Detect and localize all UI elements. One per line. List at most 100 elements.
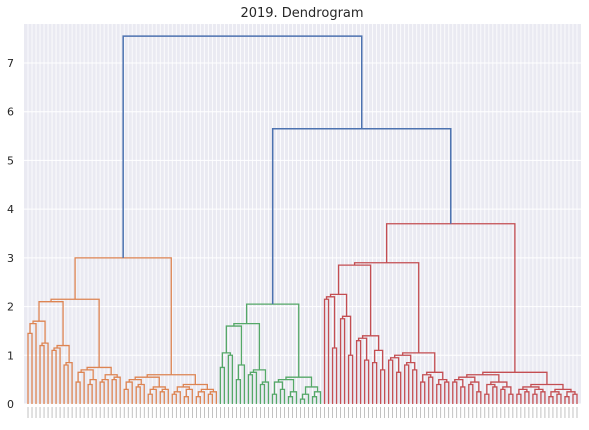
- y-axis-ticks: 0 1 2 3 4 5 6 7: [7, 57, 14, 411]
- dendrogram-link: [183, 396, 189, 404]
- dendrogram-top-link: [271, 127, 452, 305]
- dendrogram-link: [51, 349, 57, 404]
- dendrogram-link: [534, 388, 544, 395]
- dendrogram-link: [237, 364, 246, 404]
- dendrogram-link: [313, 391, 322, 404]
- y-tick-label: 0: [7, 398, 14, 411]
- dendrogram-link: [233, 322, 261, 370]
- dendrogram-link: [111, 378, 117, 404]
- dendrogram-link: [337, 264, 372, 336]
- dendrogram-link: [304, 386, 319, 395]
- dendrogram-link: [147, 393, 153, 404]
- dendrogram-link: [548, 396, 554, 404]
- dendrogram-link: [420, 381, 426, 404]
- dendrogram-links: [27, 35, 578, 404]
- dendrogram-link: [65, 361, 73, 404]
- y-tick-label: 3: [7, 252, 14, 265]
- dendrogram-link: [516, 393, 522, 404]
- dendrogram-link: [273, 381, 284, 395]
- dendrogram-link: [550, 391, 560, 397]
- y-tick-label: 1: [7, 349, 14, 362]
- dendrogram-link: [39, 344, 45, 404]
- dendrogram-link: [347, 354, 354, 404]
- y-tick-label: 7: [7, 57, 14, 70]
- dendrogram-link: [363, 359, 370, 404]
- dendrogram-link: [289, 391, 298, 404]
- dendrogram-link: [438, 378, 448, 385]
- y-tick-label: 6: [7, 106, 14, 119]
- dendrogram-link: [207, 393, 213, 404]
- dendrogram-link: [566, 391, 576, 397]
- dendrogram-link: [532, 393, 538, 404]
- dendrogram-link: [502, 386, 512, 395]
- dendrogram-link: [311, 396, 318, 404]
- dendrogram-link: [152, 386, 166, 390]
- dendrogram-link: [171, 393, 177, 404]
- dendrogram-link: [530, 383, 564, 390]
- dendrogram-link: [518, 388, 528, 395]
- dendrogram-link: [200, 388, 214, 392]
- dendrogram-link: [394, 354, 412, 363]
- dendrogram-link: [500, 388, 506, 404]
- dendrogram-link: [524, 391, 530, 404]
- dendrogram-link: [412, 369, 418, 404]
- dendrogram-link: [32, 320, 46, 344]
- dendrogram-link: [508, 393, 514, 404]
- dendrogram-link: [486, 383, 496, 395]
- dendrogram-link: [89, 378, 97, 404]
- leaf-labels: [27, 407, 578, 418]
- dendrogram-link: [75, 381, 81, 404]
- dendrogram-link: [159, 391, 165, 404]
- dendrogram-link: [341, 315, 352, 356]
- dendrogram-link: [249, 371, 258, 404]
- dendrogram-link: [454, 378, 464, 387]
- dendrogram-link: [554, 388, 572, 392]
- dendrogram-link: [261, 381, 270, 404]
- dendrogram-link: [428, 376, 434, 404]
- dendrogram-link: [113, 376, 121, 404]
- dendrogram-link: [279, 388, 286, 404]
- dendrogram-link: [371, 361, 378, 404]
- y-tick-label: 4: [7, 203, 14, 216]
- dendrogram-link: [482, 371, 548, 385]
- dendrogram-link: [388, 359, 394, 404]
- dendrogram-link: [470, 381, 480, 392]
- dendrogram-link: [185, 388, 193, 404]
- dendrogram-link: [329, 293, 348, 317]
- dendrogram-link: [426, 371, 444, 380]
- dendrogram-link: [161, 388, 169, 404]
- dendrogram-link: [128, 378, 142, 385]
- dendrogram-link: [87, 383, 93, 404]
- dendrogram-link: [468, 383, 474, 404]
- grid-layer: [24, 24, 581, 405]
- dendrogram-link: [458, 376, 476, 383]
- dendrogram-link: [29, 322, 37, 404]
- dendrogram-link: [197, 391, 205, 404]
- dendrogram-link: [373, 349, 384, 370]
- dendrogram-link: [227, 354, 234, 404]
- dendrogram-link: [252, 369, 267, 383]
- dendrogram-link: [484, 393, 490, 404]
- dendrogram-link: [86, 366, 112, 375]
- dendrogram-link: [361, 335, 380, 351]
- dendrogram-link: [339, 318, 346, 404]
- dendrogram-link: [436, 383, 442, 404]
- chart-title: 2019. Dendrogram: [240, 6, 363, 21]
- dendrogram-link: [355, 340, 362, 404]
- dendrogram-link: [134, 376, 160, 387]
- dendrogram-link: [101, 378, 109, 404]
- dendrogram-link: [492, 386, 498, 404]
- dendrogram-link: [402, 352, 436, 373]
- dendrogram-link: [219, 366, 226, 404]
- dendrogram-link: [50, 298, 100, 368]
- dendrogram-link: [556, 393, 562, 404]
- dendrogram-link: [444, 381, 450, 404]
- dendrogram-link: [285, 376, 313, 387]
- dendrogram-link: [182, 383, 208, 390]
- dendrogram-link: [287, 396, 294, 404]
- dendrogram-link: [466, 374, 500, 383]
- dendrogram-link: [56, 344, 70, 363]
- dendrogram-link: [406, 361, 416, 370]
- y-tick-label: 5: [7, 154, 14, 167]
